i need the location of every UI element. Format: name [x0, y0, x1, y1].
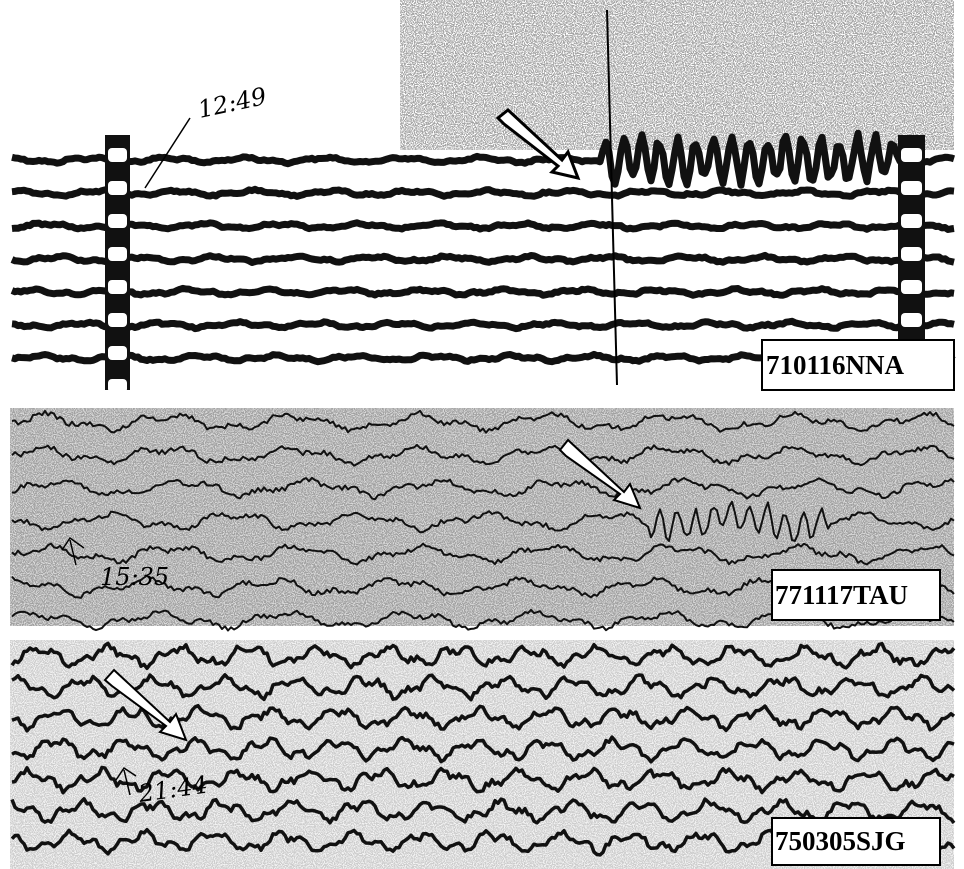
record-label: 750305SJG — [775, 826, 906, 856]
arrow — [558, 438, 642, 510]
calibration-gap — [108, 148, 127, 162]
calibration-gap — [108, 181, 127, 195]
seismic-trace — [10, 797, 956, 825]
calibration-gap — [108, 313, 127, 327]
calibration-gap — [901, 148, 922, 162]
record-label: 710116NNA — [766, 350, 905, 380]
label-box — [771, 817, 941, 866]
seismic-trace — [10, 284, 955, 299]
arrow — [495, 108, 581, 181]
seismic-trace — [11, 476, 955, 501]
calibration-gap — [901, 280, 922, 294]
pointer-line — [144, 117, 191, 189]
calibration-gap — [901, 313, 922, 327]
calibration-gap — [108, 379, 127, 393]
seismic-trace — [11, 500, 955, 542]
panel-1-speckle — [400, 0, 954, 150]
seismic-trace — [11, 443, 955, 467]
pointer-arrow — [115, 766, 137, 796]
calibration-gap — [108, 280, 127, 294]
pointer-arrow — [61, 536, 85, 566]
seismic-trace — [11, 542, 955, 566]
seismic-trace — [11, 219, 955, 233]
seismic-trace — [11, 673, 956, 702]
time-note: 15:35 — [100, 563, 169, 591]
arrow — [103, 668, 188, 742]
seismic-trace — [11, 129, 956, 189]
seismic-trace — [11, 409, 955, 434]
seismic-trace — [11, 765, 955, 795]
label-box — [761, 339, 955, 391]
calibration-gap — [108, 346, 127, 360]
seismic-trace — [10, 641, 956, 671]
label-box — [771, 569, 941, 621]
seismic-trace — [10, 251, 955, 266]
calibration-gap — [901, 214, 922, 228]
calibration-gap — [108, 214, 127, 228]
calibration-gap — [901, 247, 922, 261]
seismic-trace — [11, 317, 955, 333]
seismic-trace — [11, 735, 955, 764]
calibration-gap — [901, 181, 922, 195]
vertical-mark — [606, 9, 618, 386]
seismic-trace — [11, 185, 955, 200]
calibration-gap — [108, 247, 127, 261]
record-label: 771117TAU — [775, 580, 908, 610]
